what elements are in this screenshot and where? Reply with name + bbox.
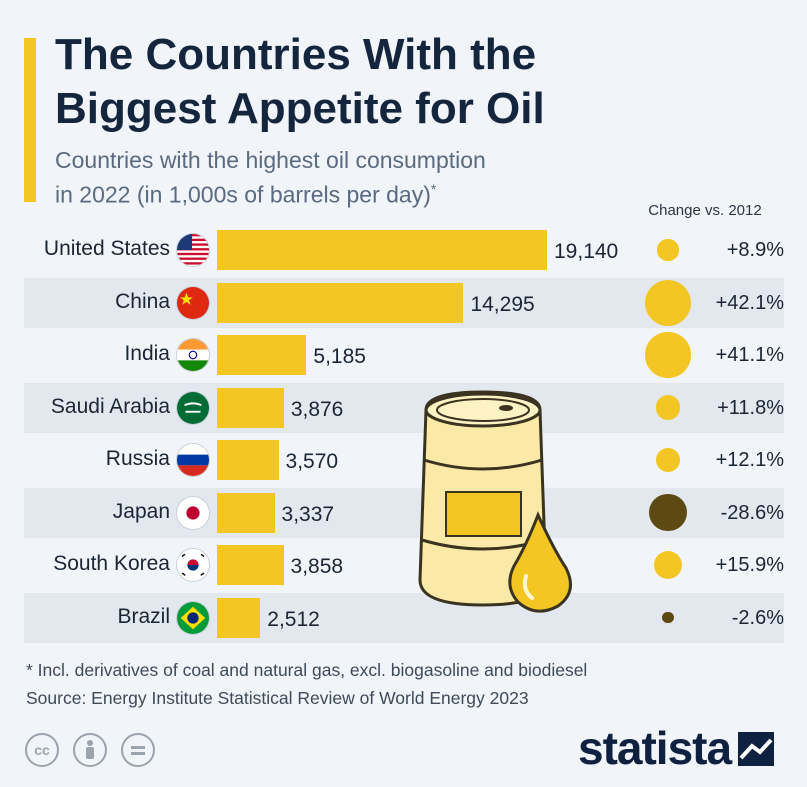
change-label: +12.1% [715, 449, 784, 471]
change-bubble [649, 493, 687, 532]
value-label: 3,570 [285, 450, 339, 473]
attribution-icon[interactable] [73, 733, 107, 767]
category-label: Saudi Arabia [50, 394, 170, 418]
change-bubble [662, 611, 674, 624]
change-column-header: Change vs. 2012 [648, 202, 762, 219]
title-line-2: Biggest Appetite for Oil [55, 84, 545, 133]
change-label: -28.6% [720, 501, 784, 524]
saudi-arabia-flag-icon [176, 390, 210, 425]
russia-flag-icon [176, 443, 210, 477]
chart-row: South Korea 3,858 +15.9% [24, 540, 784, 590]
brazil-flag-icon [176, 600, 210, 635]
value-label: 19,140 [554, 240, 619, 263]
change-bubble [655, 395, 681, 420]
change-label: +15.9% [715, 554, 784, 576]
us-flag-icon [176, 233, 210, 267]
bar [217, 230, 547, 270]
change-bubble [645, 279, 691, 326]
change-bubble [655, 447, 681, 473]
chart-row: China 14,295 +42.1% [24, 277, 784, 328]
category-label: United States [43, 237, 170, 260]
change-label: +8.9% [726, 239, 784, 261]
chart-row: Japan 3,337 -28.6% [24, 487, 784, 538]
bar [217, 282, 464, 323]
change-bubble [653, 550, 683, 580]
subtitle-footnote-mark: * [430, 181, 437, 197]
category-label: Russia [105, 447, 170, 470]
footnote-note: * Incl. derivatives of coal and natural … [26, 660, 588, 680]
chart-row: Saudi Arabia 3,876 +11.8% [24, 382, 784, 433]
category-label: Japan [112, 499, 170, 523]
bar [217, 545, 284, 585]
change-label: -2.6% [731, 606, 784, 629]
change-bubble [645, 332, 691, 378]
footnote-source: Source: Energy Institute Statistical Rev… [26, 688, 529, 708]
category-label: China [115, 289, 170, 313]
no-derivatives-icon[interactable] [121, 733, 155, 767]
india-flag-icon [176, 338, 210, 372]
footnote: * Incl. derivatives of coal and natural … [26, 656, 796, 712]
change-bubble [657, 239, 679, 261]
value-label: 2,512 [267, 607, 320, 631]
value-label: 14,295 [470, 292, 535, 316]
oil-barrel-illustration [418, 390, 572, 613]
brand-name: statista [578, 722, 732, 774]
chart-row: Russia 3,570 +12.1% [24, 435, 784, 485]
title-line-1: The Countries With the [55, 30, 537, 79]
bar-chart: United States 19,140 +8.9% China 14,295 +42.1… [0, 225, 807, 643]
value-label: 3,876 [290, 397, 344, 421]
subtitle-line-1: Countries with the highest oil consumpti… [55, 147, 486, 173]
bar [217, 335, 307, 375]
chart-subtitle: Countries with the highest oil consumpti… [55, 146, 615, 210]
chart-row: United States 19,140 +8.9% [24, 225, 784, 275]
chart-row: India 5,185 +41.1% [24, 330, 784, 380]
japan-flag-icon [176, 495, 210, 530]
bar [217, 492, 275, 533]
accent-bar [24, 38, 36, 202]
bar [217, 597, 261, 638]
value-label: 3,858 [290, 555, 344, 578]
china-flag-icon [176, 285, 210, 320]
category-label: India [124, 342, 170, 365]
category-label: South Korea [53, 552, 170, 575]
value-label: 3,337 [281, 502, 335, 526]
bar [217, 387, 284, 428]
statista-mark-icon [738, 732, 774, 766]
south-korea-flag-icon [176, 548, 210, 582]
bar [217, 440, 279, 480]
value-label: 5,185 [313, 345, 366, 368]
category-label: Brazil [117, 604, 170, 628]
change-label: +41.1% [715, 344, 784, 366]
change-label: +42.1% [715, 291, 784, 314]
cc-icon[interactable]: cc [25, 733, 59, 767]
chart-title: The Countries With the Biggest Appetite … [55, 28, 755, 136]
change-label: +11.8% [717, 396, 784, 419]
chart-row: Brazil 2,512 -2.6% [24, 592, 784, 643]
subtitle-line-2: in 2022 (in 1,000s of barrels per day) [55, 181, 431, 208]
